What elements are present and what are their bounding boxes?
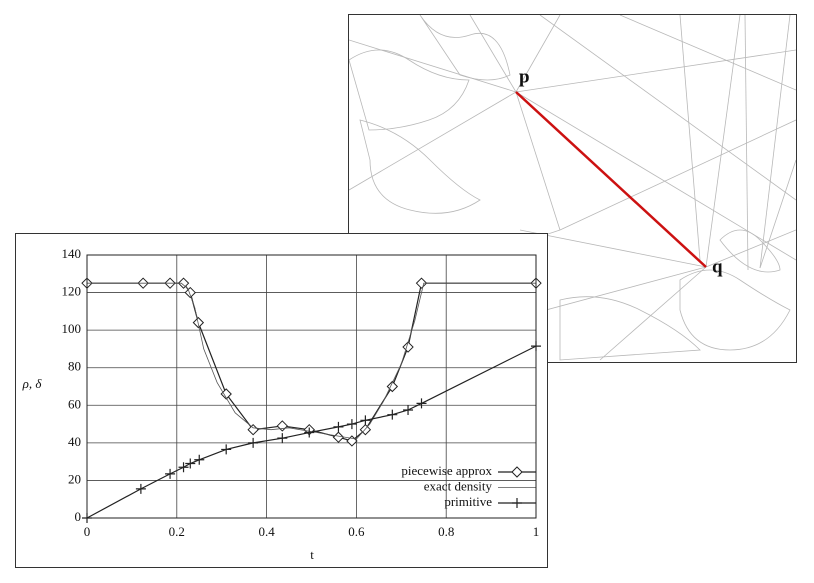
x-tick-label: 0.4 xyxy=(258,524,275,539)
legend-label: piecewise approx xyxy=(401,463,492,478)
marker-plus xyxy=(165,468,176,479)
y-tick-label: 40 xyxy=(68,434,81,449)
y-tick-label: 100 xyxy=(62,321,82,336)
y-tick-label: 20 xyxy=(68,471,81,486)
legend-label: primitive xyxy=(444,494,492,509)
x-tick-label: 1 xyxy=(533,524,540,539)
x-tick-label: 0 xyxy=(84,524,91,539)
marker-plus xyxy=(248,437,259,448)
x-tick-label: 0.2 xyxy=(169,524,185,539)
y-axis-label: ρ, δ xyxy=(22,376,43,391)
x-axis-label: t xyxy=(310,547,314,562)
marker-plus xyxy=(403,404,414,415)
point-label: q xyxy=(712,256,723,277)
path-segment xyxy=(515,91,707,268)
marker-plus xyxy=(333,421,344,432)
marker-plus xyxy=(387,409,398,420)
marker-plus xyxy=(304,427,315,438)
series-line xyxy=(87,282,536,440)
x-tick-label: 0.8 xyxy=(438,524,454,539)
y-tick-label: 140 xyxy=(62,246,82,261)
y-tick-label: 80 xyxy=(68,359,81,374)
marker-diamond xyxy=(415,277,428,289)
marker-plus xyxy=(277,433,288,444)
plot-border xyxy=(86,254,537,519)
chart-frame xyxy=(15,233,548,568)
marker-plus xyxy=(360,415,371,426)
y-tick-label: 0 xyxy=(75,509,82,524)
marker-plus xyxy=(221,444,232,455)
y-tick-label: 60 xyxy=(68,396,81,411)
marker-plus xyxy=(346,419,357,430)
marker-diamond xyxy=(511,466,523,478)
marker-plus xyxy=(185,458,196,469)
marker-plus xyxy=(416,398,427,409)
legend-label: exact density xyxy=(424,478,493,493)
point-label: p xyxy=(519,66,530,87)
x-tick-label: 0.6 xyxy=(348,524,365,539)
marker-diamond xyxy=(177,277,190,289)
marker-plus xyxy=(512,498,522,508)
marker-plus xyxy=(178,462,189,473)
y-tick-label: 120 xyxy=(62,284,82,299)
marker-plus xyxy=(194,454,205,465)
marker-plus xyxy=(135,483,146,494)
marker-diamond xyxy=(184,286,196,299)
marker-diamond xyxy=(386,380,399,393)
